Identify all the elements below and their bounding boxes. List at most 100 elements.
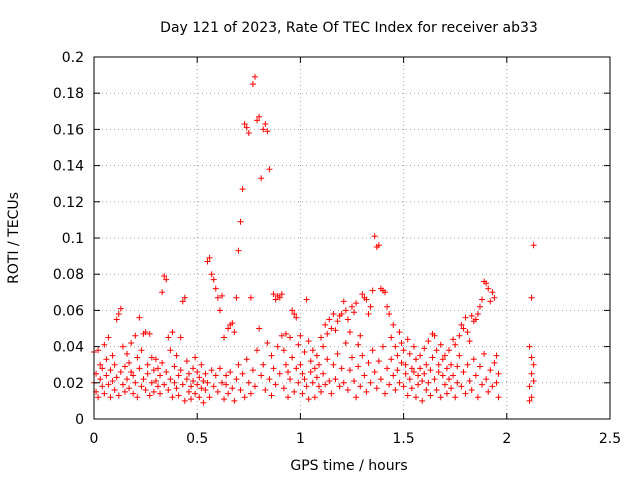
data-point — [446, 376, 453, 383]
data-point — [355, 341, 362, 348]
data-point — [97, 361, 104, 368]
data-point — [394, 367, 401, 374]
data-point — [373, 385, 380, 392]
data-point — [530, 361, 537, 368]
data-point — [427, 367, 434, 374]
data-point — [142, 329, 149, 336]
data-point — [315, 361, 322, 368]
data-point — [206, 394, 213, 401]
data-point — [493, 352, 500, 359]
data-point — [382, 289, 389, 296]
data-point — [458, 321, 465, 328]
data-point — [239, 370, 246, 377]
data-point — [464, 329, 471, 336]
data-point — [111, 361, 118, 368]
data-point — [99, 383, 106, 390]
data-point — [264, 128, 271, 135]
data-point — [119, 381, 126, 388]
data-point — [485, 285, 492, 292]
data-point — [489, 383, 496, 390]
data-point — [328, 390, 335, 397]
data-point — [357, 383, 364, 390]
data-point — [299, 390, 306, 397]
data-point — [169, 329, 176, 336]
data-point — [274, 343, 281, 350]
data-point — [433, 387, 440, 394]
data-point — [344, 387, 351, 394]
data-point — [159, 359, 166, 366]
data-point — [307, 358, 314, 365]
data-point — [237, 387, 244, 394]
data-point — [249, 81, 256, 88]
data-point — [282, 361, 289, 368]
data-point — [121, 363, 128, 370]
data-point — [134, 394, 141, 401]
data-point — [400, 383, 407, 390]
data-point — [353, 300, 360, 307]
data-point — [437, 394, 444, 401]
data-point — [328, 325, 335, 332]
data-point — [245, 130, 252, 137]
data-point — [528, 394, 535, 401]
data-point — [446, 347, 453, 354]
data-point — [272, 296, 279, 303]
data-point — [130, 372, 137, 379]
data-point — [530, 242, 537, 249]
data-point — [165, 334, 172, 341]
data-point — [295, 379, 302, 386]
data-point — [386, 381, 393, 388]
y-axis-label: ROTI / TECUs — [6, 192, 22, 284]
data-point — [346, 329, 353, 336]
data-point — [171, 363, 178, 370]
data-point — [268, 392, 275, 399]
data-point — [177, 367, 184, 374]
data-point — [192, 354, 199, 361]
data-point — [188, 396, 195, 403]
data-point — [297, 332, 304, 339]
data-point — [342, 307, 349, 314]
data-point — [474, 311, 481, 318]
data-point — [334, 318, 341, 325]
data-point — [377, 376, 384, 383]
data-point — [152, 377, 159, 384]
data-point — [280, 385, 287, 392]
data-point — [485, 388, 492, 395]
data-point — [285, 394, 292, 401]
data-point — [144, 370, 151, 377]
data-point — [402, 361, 409, 368]
data-point — [369, 287, 376, 294]
data-point — [479, 381, 486, 388]
data-point — [126, 359, 133, 366]
data-point — [483, 376, 490, 383]
data-point — [293, 365, 300, 372]
data-point — [241, 394, 248, 401]
data-point — [530, 377, 537, 384]
data-point — [101, 390, 108, 397]
data-point — [181, 397, 188, 404]
data-point — [452, 341, 459, 348]
data-point — [412, 356, 419, 363]
data-point — [332, 376, 339, 383]
data-point — [157, 390, 164, 397]
data-point — [179, 381, 186, 388]
grid-lines — [94, 57, 610, 419]
data-point — [344, 316, 351, 323]
data-point — [272, 381, 279, 388]
data-point — [431, 376, 438, 383]
data-point — [115, 311, 122, 318]
data-point — [349, 303, 355, 310]
data-point — [386, 311, 393, 318]
data-point — [466, 377, 473, 384]
y-tick-label: 0.18 — [53, 86, 84, 102]
data-point — [204, 379, 211, 386]
data-point — [291, 388, 298, 395]
data-point — [223, 372, 230, 379]
data-point — [443, 365, 450, 372]
data-point — [218, 379, 225, 386]
data-point — [330, 311, 337, 318]
data-point — [113, 374, 120, 381]
data-point — [398, 359, 405, 366]
data-point — [425, 338, 432, 345]
data-point — [309, 347, 316, 354]
data-point — [526, 343, 533, 350]
